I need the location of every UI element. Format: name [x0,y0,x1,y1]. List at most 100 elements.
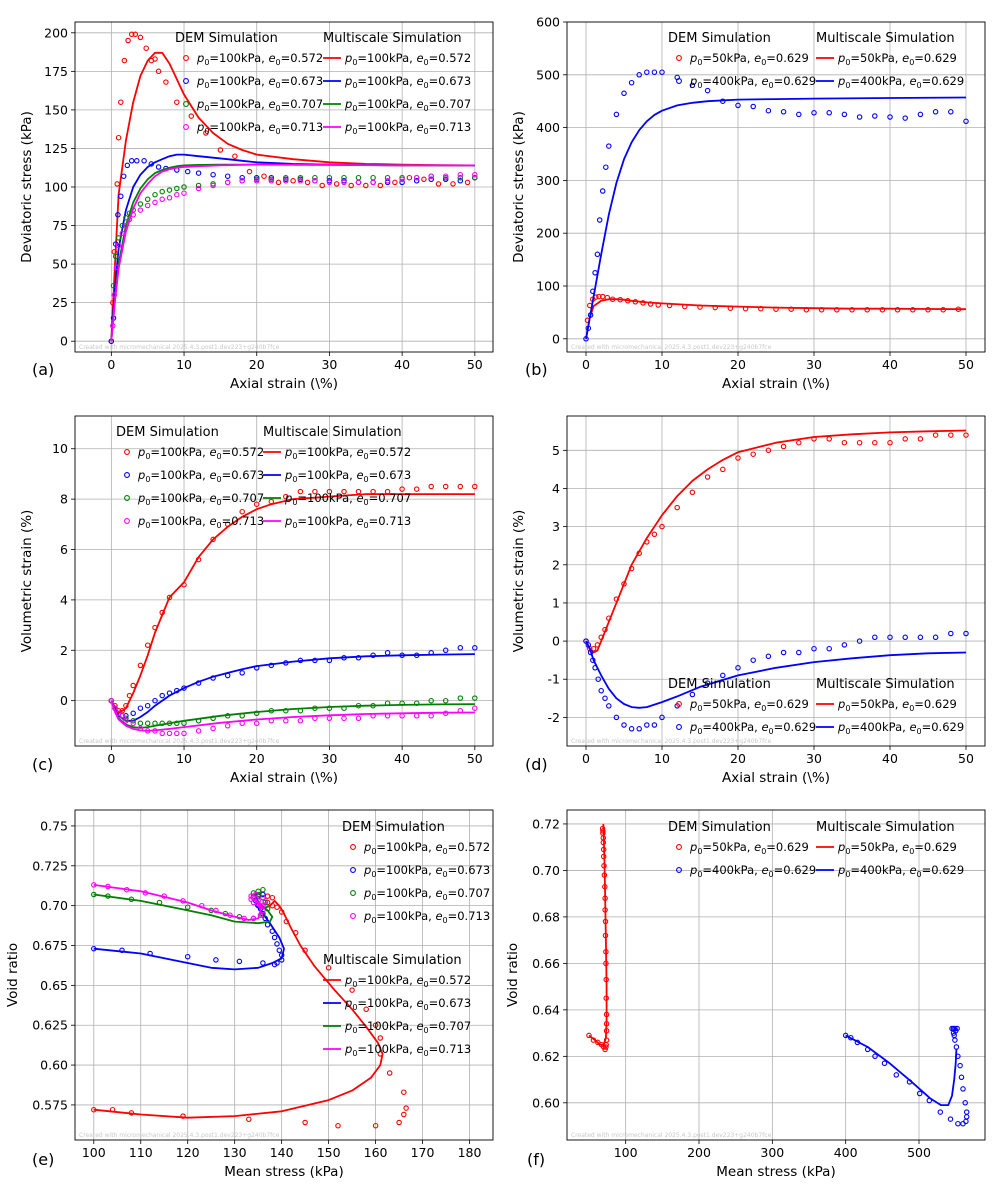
data-point [659,714,665,721]
y-tick-label: 3 [552,519,560,534]
legend-entry-label: p0=400kPa, e0=0.629 [837,720,964,736]
x-tick-label: 100 [82,1145,106,1160]
data-point [636,726,642,732]
x-tick-label: 0 [582,357,590,372]
data-point [955,1120,961,1127]
legend-entry-label: p0=400kPa, e0=0.629 [837,863,964,879]
data-point [600,846,607,853]
data-point [118,193,124,200]
data-point [159,730,165,737]
legend-entry-label: p0=100kPa, e0=0.572 [344,51,471,67]
series-line-1 [110,153,475,342]
data-point [210,675,216,681]
data-point [697,304,703,310]
data-point [144,720,151,727]
data-point [963,1114,970,1120]
data-point [655,302,661,308]
data-point [818,307,825,313]
multiscale-legend: Multiscale Simulation p0=50kPa, e0=0.629 p… [816,677,964,736]
data-point [428,173,434,179]
data-point [370,174,376,181]
legend-entry-label: p0=100kPa, e0=0.673 [196,74,323,90]
x-tick-label: 150 [317,1145,341,1160]
y-tick-label: 0.75 [40,818,68,833]
y-axis-title: Deviatoric stress (kPa) [511,111,527,263]
data-point [472,645,478,651]
data-point [134,158,140,164]
data-point [796,439,802,446]
panel-d: 0 10 20 30 40 50 -2 -1 0 1 2 3 4 5 Created with microm… [511,415,986,786]
data-point [720,98,726,104]
data-point [91,891,97,898]
legend-title: Multiscale Simulation [816,677,955,692]
data-point [651,722,658,728]
panel-e: 100 110 120 130 140 150 160 170 180 0.575 0.60 0.62… [5,809,494,1180]
panel-label: (a) [32,360,54,379]
x-tick-label: 20 [249,751,265,766]
data-point [255,891,261,898]
x-tick-label: 10 [176,751,192,766]
y-tick-label: 400 [536,120,560,135]
data-point [130,718,136,724]
data-point [811,436,817,442]
data-point [651,69,658,75]
data-point [625,298,631,304]
data-point [163,79,169,85]
data-point [349,987,355,993]
legend-entry-label: p0=400kPa, e0=0.629 [689,863,816,879]
series-line-3 [93,884,262,921]
data-point [126,692,133,699]
series-line-1 [845,1034,958,1106]
data-point [413,700,420,706]
data-point [184,904,191,910]
data-point [128,1110,135,1116]
data-point [246,1116,252,1123]
axes-frame [74,415,494,747]
y-tick-label: 2 [60,643,68,658]
data-point [864,1046,871,1053]
panel-label: (d) [525,755,548,774]
panel-c: 0 10 20 30 40 50 0 2 4 6 8 10 Created with micromech… [19,415,494,786]
data-point [727,305,734,311]
data-point [457,645,464,651]
data-point [472,171,478,178]
data-point [264,906,271,912]
data-point [130,720,136,727]
data-point [780,109,787,115]
data-point [275,179,282,186]
data-point [123,222,129,229]
data-point [948,109,954,115]
data-point [704,474,711,480]
data-point [355,655,362,661]
data-point [152,624,158,631]
data-point [704,87,711,94]
data-point [241,915,247,922]
x-tick-label: 20 [730,357,746,372]
data-point [910,307,916,313]
data-point [271,934,278,941]
panel-f: 100 200 300 400 500 0.60 0.62 0.64 0.66 0.68 0.70 0… [505,809,986,1180]
data-point [841,439,848,446]
data-point [213,907,219,914]
plot-area [583,69,969,342]
y-tick-label: 0.70 [40,898,68,913]
data-point [188,113,195,119]
y-tick-label: 600 [536,15,560,30]
data-point [210,536,216,543]
data-point [917,111,924,118]
data-point [585,642,592,648]
legend-entry-label: p0=100kPa, e0=0.673 [344,74,471,90]
data-point [651,531,658,538]
x-tick-label: 30 [321,357,337,372]
data-point [111,292,118,298]
data-point [603,1028,610,1034]
data-point [115,212,121,218]
legend-entry-label: p0=100kPa, e0=0.707 [137,491,264,507]
data-point [264,893,271,899]
data-point [413,713,420,719]
data-point [166,195,173,201]
data-point [253,665,260,671]
data-point [628,79,635,86]
data-point [735,665,741,671]
data-point [613,111,620,118]
